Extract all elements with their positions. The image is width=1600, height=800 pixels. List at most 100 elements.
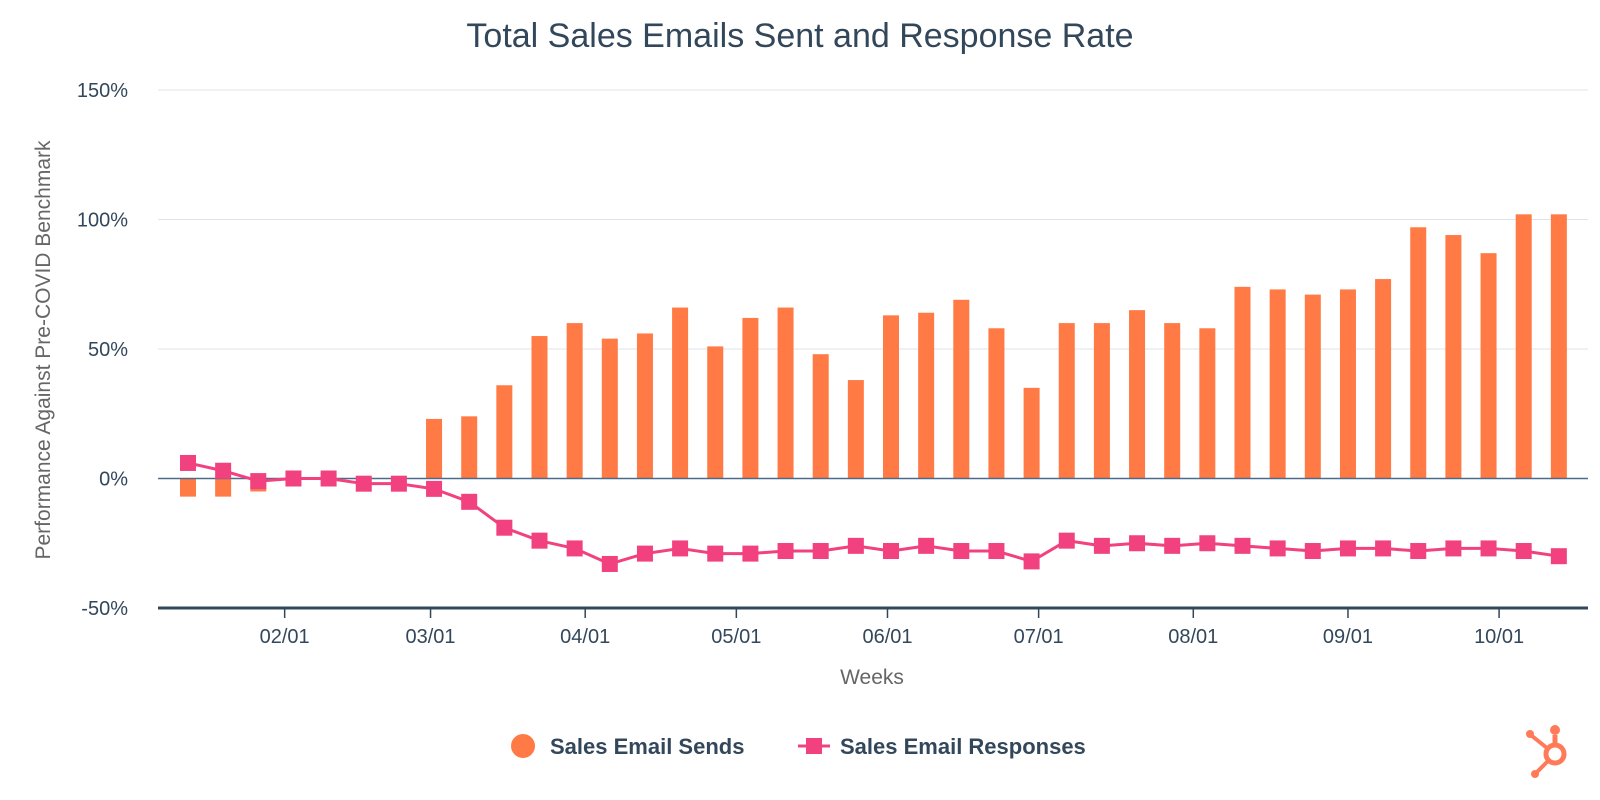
point-sales-email-responses[interactable] <box>1515 543 1532 560</box>
bar-sales-email-sends[interactable] <box>777 307 794 479</box>
bar-sales-email-sends[interactable] <box>1129 310 1146 479</box>
bar-sales-email-sends[interactable] <box>1375 279 1392 479</box>
point-sales-email-responses[interactable] <box>1375 540 1392 557</box>
bar-sales-email-sends[interactable] <box>847 380 864 479</box>
bar-sales-email-sends[interactable] <box>426 418 443 479</box>
bar-sales-email-sends[interactable] <box>812 354 829 479</box>
bar-sales-email-sends[interactable] <box>1445 235 1462 479</box>
point-sales-email-responses[interactable] <box>742 545 759 562</box>
point-sales-email-responses[interactable] <box>1234 537 1251 554</box>
bar-sales-email-sends[interactable] <box>953 299 970 479</box>
bar-sales-email-sends[interactable] <box>1164 323 1181 479</box>
point-sales-email-responses[interactable] <box>1164 537 1181 554</box>
point-sales-email-responses[interactable] <box>672 540 689 557</box>
point-sales-email-responses[interactable] <box>390 475 407 492</box>
point-sales-email-responses[interactable] <box>566 540 583 557</box>
y-tick-label: 150% <box>77 80 128 102</box>
legend: Sales Email Sends Sales Email Responses <box>511 734 1086 759</box>
point-sales-email-responses[interactable] <box>601 555 618 572</box>
y-tick-label: -50% <box>81 598 128 620</box>
point-sales-email-responses[interactable] <box>1304 543 1321 560</box>
bar-sales-email-sends[interactable] <box>1515 214 1532 479</box>
legend-square-marker-icon <box>806 738 822 754</box>
point-sales-email-responses[interactable] <box>1410 543 1427 560</box>
point-sales-email-responses[interactable] <box>918 537 935 554</box>
bar-sales-email-sends[interactable] <box>1234 286 1251 479</box>
legend-label-sales-email-responses: Sales Email Responses <box>840 734 1086 759</box>
point-sales-email-responses[interactable] <box>707 545 724 562</box>
point-sales-email-responses[interactable] <box>426 480 443 497</box>
bar-sales-email-sends[interactable] <box>496 385 513 479</box>
x-tick-label: 05/01 <box>711 626 761 648</box>
bar-sales-email-sends[interactable] <box>988 328 1005 479</box>
bar-sales-email-sends[interactable] <box>707 346 724 479</box>
bar-sales-email-sends[interactable] <box>601 338 618 479</box>
point-sales-email-responses[interactable] <box>953 543 970 560</box>
point-sales-email-responses[interactable] <box>215 462 232 479</box>
x-tick-label: 06/01 <box>862 626 912 648</box>
legend-circle-icon <box>511 734 535 758</box>
point-sales-email-responses[interactable] <box>847 537 864 554</box>
point-sales-email-responses[interactable] <box>1058 532 1075 549</box>
point-sales-email-responses[interactable] <box>1269 540 1286 557</box>
sales-email-sends-bars <box>180 214 1567 497</box>
point-sales-email-responses[interactable] <box>285 470 302 487</box>
point-sales-email-responses[interactable] <box>1129 535 1146 552</box>
point-sales-email-responses[interactable] <box>461 493 478 510</box>
point-sales-email-responses[interactable] <box>1550 548 1567 565</box>
bar-sales-email-sends[interactable] <box>672 307 689 479</box>
bar-sales-email-sends[interactable] <box>1304 294 1321 479</box>
point-sales-email-responses[interactable] <box>777 543 794 560</box>
point-sales-email-responses[interactable] <box>355 475 372 492</box>
x-tick-label: 03/01 <box>406 626 456 648</box>
y-gridlines <box>158 89 1588 350</box>
y-tick-label: 100% <box>77 210 128 232</box>
bar-sales-email-sends[interactable] <box>566 323 583 479</box>
bar-sales-email-sends[interactable] <box>1410 227 1427 479</box>
bar-sales-email-sends[interactable] <box>636 333 653 479</box>
bar-sales-email-sends[interactable] <box>1339 289 1356 479</box>
x-axis-title: Weeks <box>840 666 904 689</box>
point-sales-email-responses[interactable] <box>883 543 899 560</box>
point-sales-email-responses[interactable] <box>1093 537 1110 554</box>
point-sales-email-responses[interactable] <box>1480 540 1497 557</box>
point-sales-email-responses[interactable] <box>1199 535 1216 552</box>
bar-sales-email-sends[interactable] <box>1093 323 1110 479</box>
point-sales-email-responses[interactable] <box>1445 540 1462 557</box>
point-sales-email-responses[interactable] <box>250 473 267 490</box>
point-sales-email-responses[interactable] <box>320 470 337 487</box>
point-sales-email-responses[interactable] <box>180 454 196 471</box>
bar-sales-email-sends[interactable] <box>531 336 548 479</box>
bar-sales-email-sends[interactable] <box>180 478 196 497</box>
bar-sales-email-sends[interactable] <box>883 315 899 479</box>
y-tick-label: 0% <box>99 469 128 491</box>
chart-title: Total Sales Emails Sent and Response Rat… <box>466 17 1133 55</box>
point-sales-email-responses[interactable] <box>496 519 513 536</box>
point-sales-email-responses[interactable] <box>636 545 653 562</box>
bar-sales-email-sends[interactable] <box>215 478 232 497</box>
point-sales-email-responses[interactable] <box>988 543 1005 560</box>
bar-sales-email-sends[interactable] <box>1550 214 1567 479</box>
bar-sales-email-sends[interactable] <box>461 416 478 479</box>
point-sales-email-responses[interactable] <box>1339 540 1356 557</box>
y-tick-labels: 150% 100% 50% 0% -50% <box>77 80 128 620</box>
x-tick-label: 02/01 <box>260 626 310 648</box>
x-tick-label: 08/01 <box>1168 626 1218 648</box>
point-sales-email-responses[interactable] <box>812 543 829 560</box>
bar-sales-email-sends[interactable] <box>918 312 935 479</box>
point-sales-email-responses[interactable] <box>1023 553 1040 570</box>
legend-item-sales-email-sends[interactable]: Sales Email Sends <box>511 734 744 759</box>
x-tick-label: 09/01 <box>1323 626 1373 648</box>
bar-sales-email-sends[interactable] <box>1269 289 1286 479</box>
line-sales-email-responses <box>187 461 1560 566</box>
legend-item-sales-email-responses[interactable]: Sales Email Responses <box>798 734 1086 759</box>
bar-sales-email-sends[interactable] <box>1023 387 1040 479</box>
point-sales-email-responses[interactable] <box>531 532 548 549</box>
bar-sales-email-sends[interactable] <box>1480 253 1497 479</box>
y-axis-title: Performance Against Pre-COVID Benchmark <box>32 140 55 559</box>
bar-sales-email-sends[interactable] <box>742 317 759 479</box>
bar-sales-email-sends[interactable] <box>1199 328 1216 479</box>
bar-sales-email-sends[interactable] <box>1058 323 1075 479</box>
